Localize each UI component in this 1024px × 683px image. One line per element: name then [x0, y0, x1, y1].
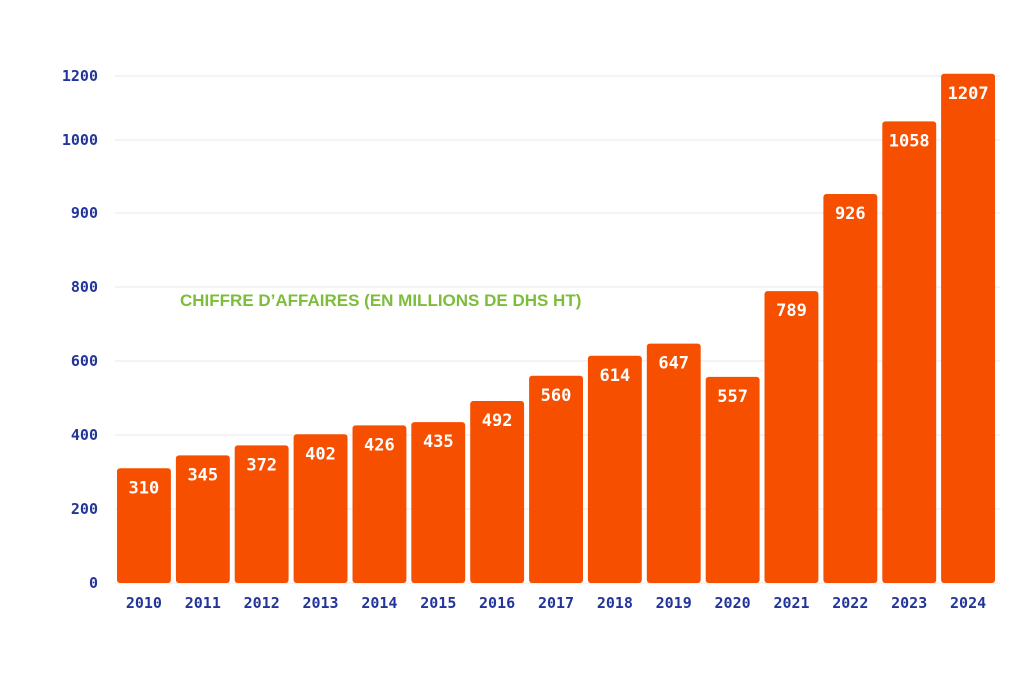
y-tick-label: 1200 — [62, 67, 98, 85]
bar-value-label: 1207 — [948, 84, 989, 104]
bars: 310 345 372 402 426 435 492 560 614 647 557 789 926 1… — [117, 73, 995, 584]
x-tick-label: 2020 — [715, 594, 751, 612]
bar-value-label: 372 — [246, 455, 277, 475]
bar-value-label: 426 — [364, 435, 395, 455]
y-tick-label: 900 — [71, 204, 98, 222]
x-tick-label: 2018 — [597, 594, 633, 612]
bar-value-label: 435 — [423, 432, 454, 452]
bar-value-label: 345 — [187, 465, 218, 485]
bar-2017 — [529, 375, 583, 583]
x-tick-label: 2023 — [891, 594, 927, 612]
y-axis-ticks: 0 200 400 600 800 900 1000 1200 — [62, 67, 98, 592]
bar-value-label: 647 — [658, 354, 689, 374]
y-tick-label: 0 — [89, 574, 98, 592]
x-tick-label: 2010 — [126, 594, 162, 612]
bar-2016 — [470, 401, 525, 583]
bar-2020 — [705, 376, 760, 583]
bar-2014 — [352, 425, 407, 583]
bar-2022 — [823, 194, 878, 583]
bar-value-label: 926 — [835, 204, 866, 224]
chart-title: CHIFFRE D’AFFAIRES (EN MILLIONS DE DHS H… — [180, 291, 581, 310]
y-tick-label: 200 — [71, 500, 98, 518]
bar-2010 — [117, 468, 171, 583]
bar-2015 — [411, 422, 466, 583]
x-tick-label: 2016 — [479, 594, 515, 612]
x-tick-label: 2024 — [950, 594, 986, 612]
bar-2019 — [646, 343, 701, 583]
bar-value-label: 557 — [717, 387, 748, 407]
bar-2021 — [764, 291, 819, 583]
y-tick-label: 600 — [71, 352, 98, 370]
bar-value-label: 492 — [482, 411, 513, 431]
x-tick-label: 2019 — [656, 594, 692, 612]
bar-value-label: 402 — [305, 444, 336, 464]
x-tick-label: 2014 — [361, 594, 397, 612]
bar-2012 — [234, 445, 289, 583]
bar-2011 — [175, 455, 230, 583]
bar-2024 — [941, 73, 995, 584]
x-tick-label: 2011 — [185, 594, 221, 612]
bar-value-label: 560 — [541, 386, 572, 406]
y-tick-label: 1000 — [62, 131, 98, 149]
bar-2013 — [293, 434, 348, 583]
x-tick-label: 2015 — [420, 594, 456, 612]
bar-2023 — [882, 121, 937, 584]
y-tick-label: 400 — [71, 426, 98, 444]
y-tick-label: 800 — [71, 278, 98, 296]
bar-value-label: 310 — [129, 478, 160, 498]
x-tick-label: 2012 — [244, 594, 280, 612]
bar-2018 — [587, 355, 642, 583]
bar-value-label: 614 — [600, 366, 631, 386]
bar-value-label: 1058 — [889, 131, 930, 151]
x-tick-label: 2013 — [302, 594, 338, 612]
x-tick-label: 2022 — [832, 594, 868, 612]
x-tick-label: 2017 — [538, 594, 574, 612]
x-tick-label: 2021 — [773, 594, 809, 612]
x-axis-ticks: 2010 2011 2012 2013 2014 2015 2016 2017 2018 2019… — [126, 594, 986, 612]
bar-value-label: 789 — [776, 301, 807, 321]
